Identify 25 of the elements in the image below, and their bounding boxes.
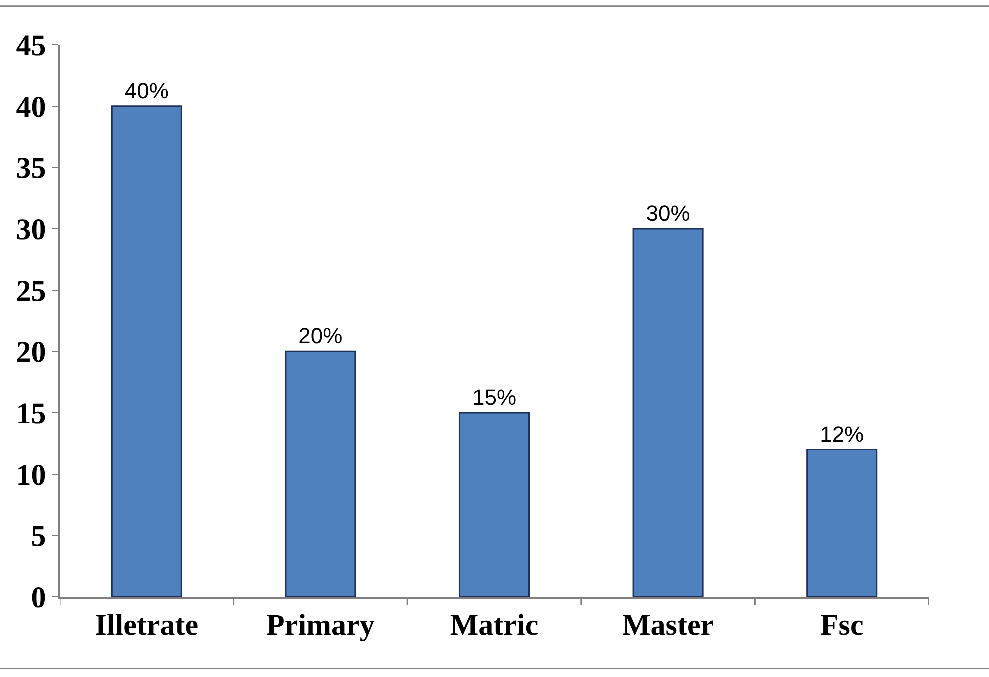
y-tick-label: 0 xyxy=(31,582,46,614)
x-tick-label: Illetrate xyxy=(95,608,199,642)
y-tick-label: 5 xyxy=(31,520,46,554)
y-tick-label: 20 xyxy=(16,336,46,370)
data-label: 20% xyxy=(298,324,343,349)
bar xyxy=(458,412,530,597)
x-tick-label: Master xyxy=(622,608,714,642)
y-tick-label: 25 xyxy=(16,274,46,308)
data-label: 30% xyxy=(646,201,690,226)
data-label: 40% xyxy=(124,78,169,104)
data-label: 12% xyxy=(820,422,864,447)
data-label: 15% xyxy=(472,385,517,410)
y-tick-label: 35 xyxy=(16,152,46,186)
bar xyxy=(111,106,182,597)
y-tick-label: 40 xyxy=(16,90,46,124)
x-tick-label: Primary xyxy=(266,608,375,642)
bar xyxy=(285,350,356,597)
y-tick-label: 10 xyxy=(16,458,46,492)
x-tick-label: Fsc xyxy=(820,608,864,642)
y-tick-label: 30 xyxy=(16,214,46,246)
y-tick-label: 45 xyxy=(16,30,46,62)
bar xyxy=(632,228,704,597)
y-tick-label: 15 xyxy=(16,398,46,430)
x-tick-label: Matric xyxy=(450,608,539,642)
bar xyxy=(806,449,878,597)
